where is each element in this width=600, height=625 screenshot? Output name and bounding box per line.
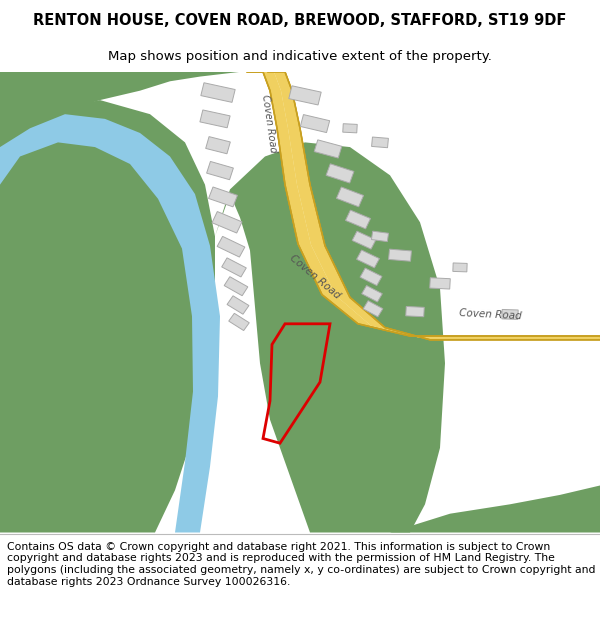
Polygon shape	[371, 137, 388, 148]
Polygon shape	[314, 140, 342, 158]
Polygon shape	[371, 231, 389, 242]
Polygon shape	[502, 309, 518, 319]
Polygon shape	[453, 263, 467, 272]
Polygon shape	[363, 301, 383, 317]
Polygon shape	[301, 114, 329, 132]
Polygon shape	[215, 142, 445, 532]
Polygon shape	[212, 211, 242, 233]
Polygon shape	[206, 161, 233, 180]
Polygon shape	[406, 306, 424, 317]
Polygon shape	[206, 137, 230, 154]
Polygon shape	[247, 72, 600, 338]
Text: Contains OS data © Crown copyright and database right 2021. This information is : Contains OS data © Crown copyright and d…	[7, 542, 596, 586]
Polygon shape	[0, 100, 215, 532]
Polygon shape	[200, 110, 230, 128]
Polygon shape	[337, 187, 364, 207]
Polygon shape	[257, 72, 600, 340]
Text: RENTON HOUSE, COVEN ROAD, BREWOOD, STAFFORD, ST19 9DF: RENTON HOUSE, COVEN ROAD, BREWOOD, STAFF…	[34, 12, 566, 28]
Polygon shape	[224, 277, 248, 296]
Polygon shape	[201, 82, 235, 102]
Polygon shape	[247, 72, 600, 340]
Polygon shape	[0, 72, 240, 147]
Text: Map shows position and indicative extent of the property.: Map shows position and indicative extent…	[108, 49, 492, 62]
Polygon shape	[343, 124, 357, 133]
Text: Coven Road: Coven Road	[260, 94, 278, 153]
Polygon shape	[352, 231, 376, 249]
Text: Coven Road: Coven Road	[458, 308, 521, 321]
Polygon shape	[389, 249, 412, 261]
Text: Coven Road: Coven Road	[288, 253, 342, 301]
Polygon shape	[300, 486, 600, 532]
Polygon shape	[289, 86, 321, 105]
Polygon shape	[362, 286, 382, 302]
Polygon shape	[346, 210, 370, 229]
Polygon shape	[209, 187, 238, 207]
Polygon shape	[227, 296, 249, 314]
Polygon shape	[356, 250, 379, 268]
Polygon shape	[0, 114, 220, 532]
Polygon shape	[217, 236, 245, 257]
Polygon shape	[229, 313, 249, 331]
Polygon shape	[430, 278, 450, 289]
Polygon shape	[326, 164, 354, 183]
Polygon shape	[222, 258, 246, 277]
Polygon shape	[360, 268, 382, 286]
